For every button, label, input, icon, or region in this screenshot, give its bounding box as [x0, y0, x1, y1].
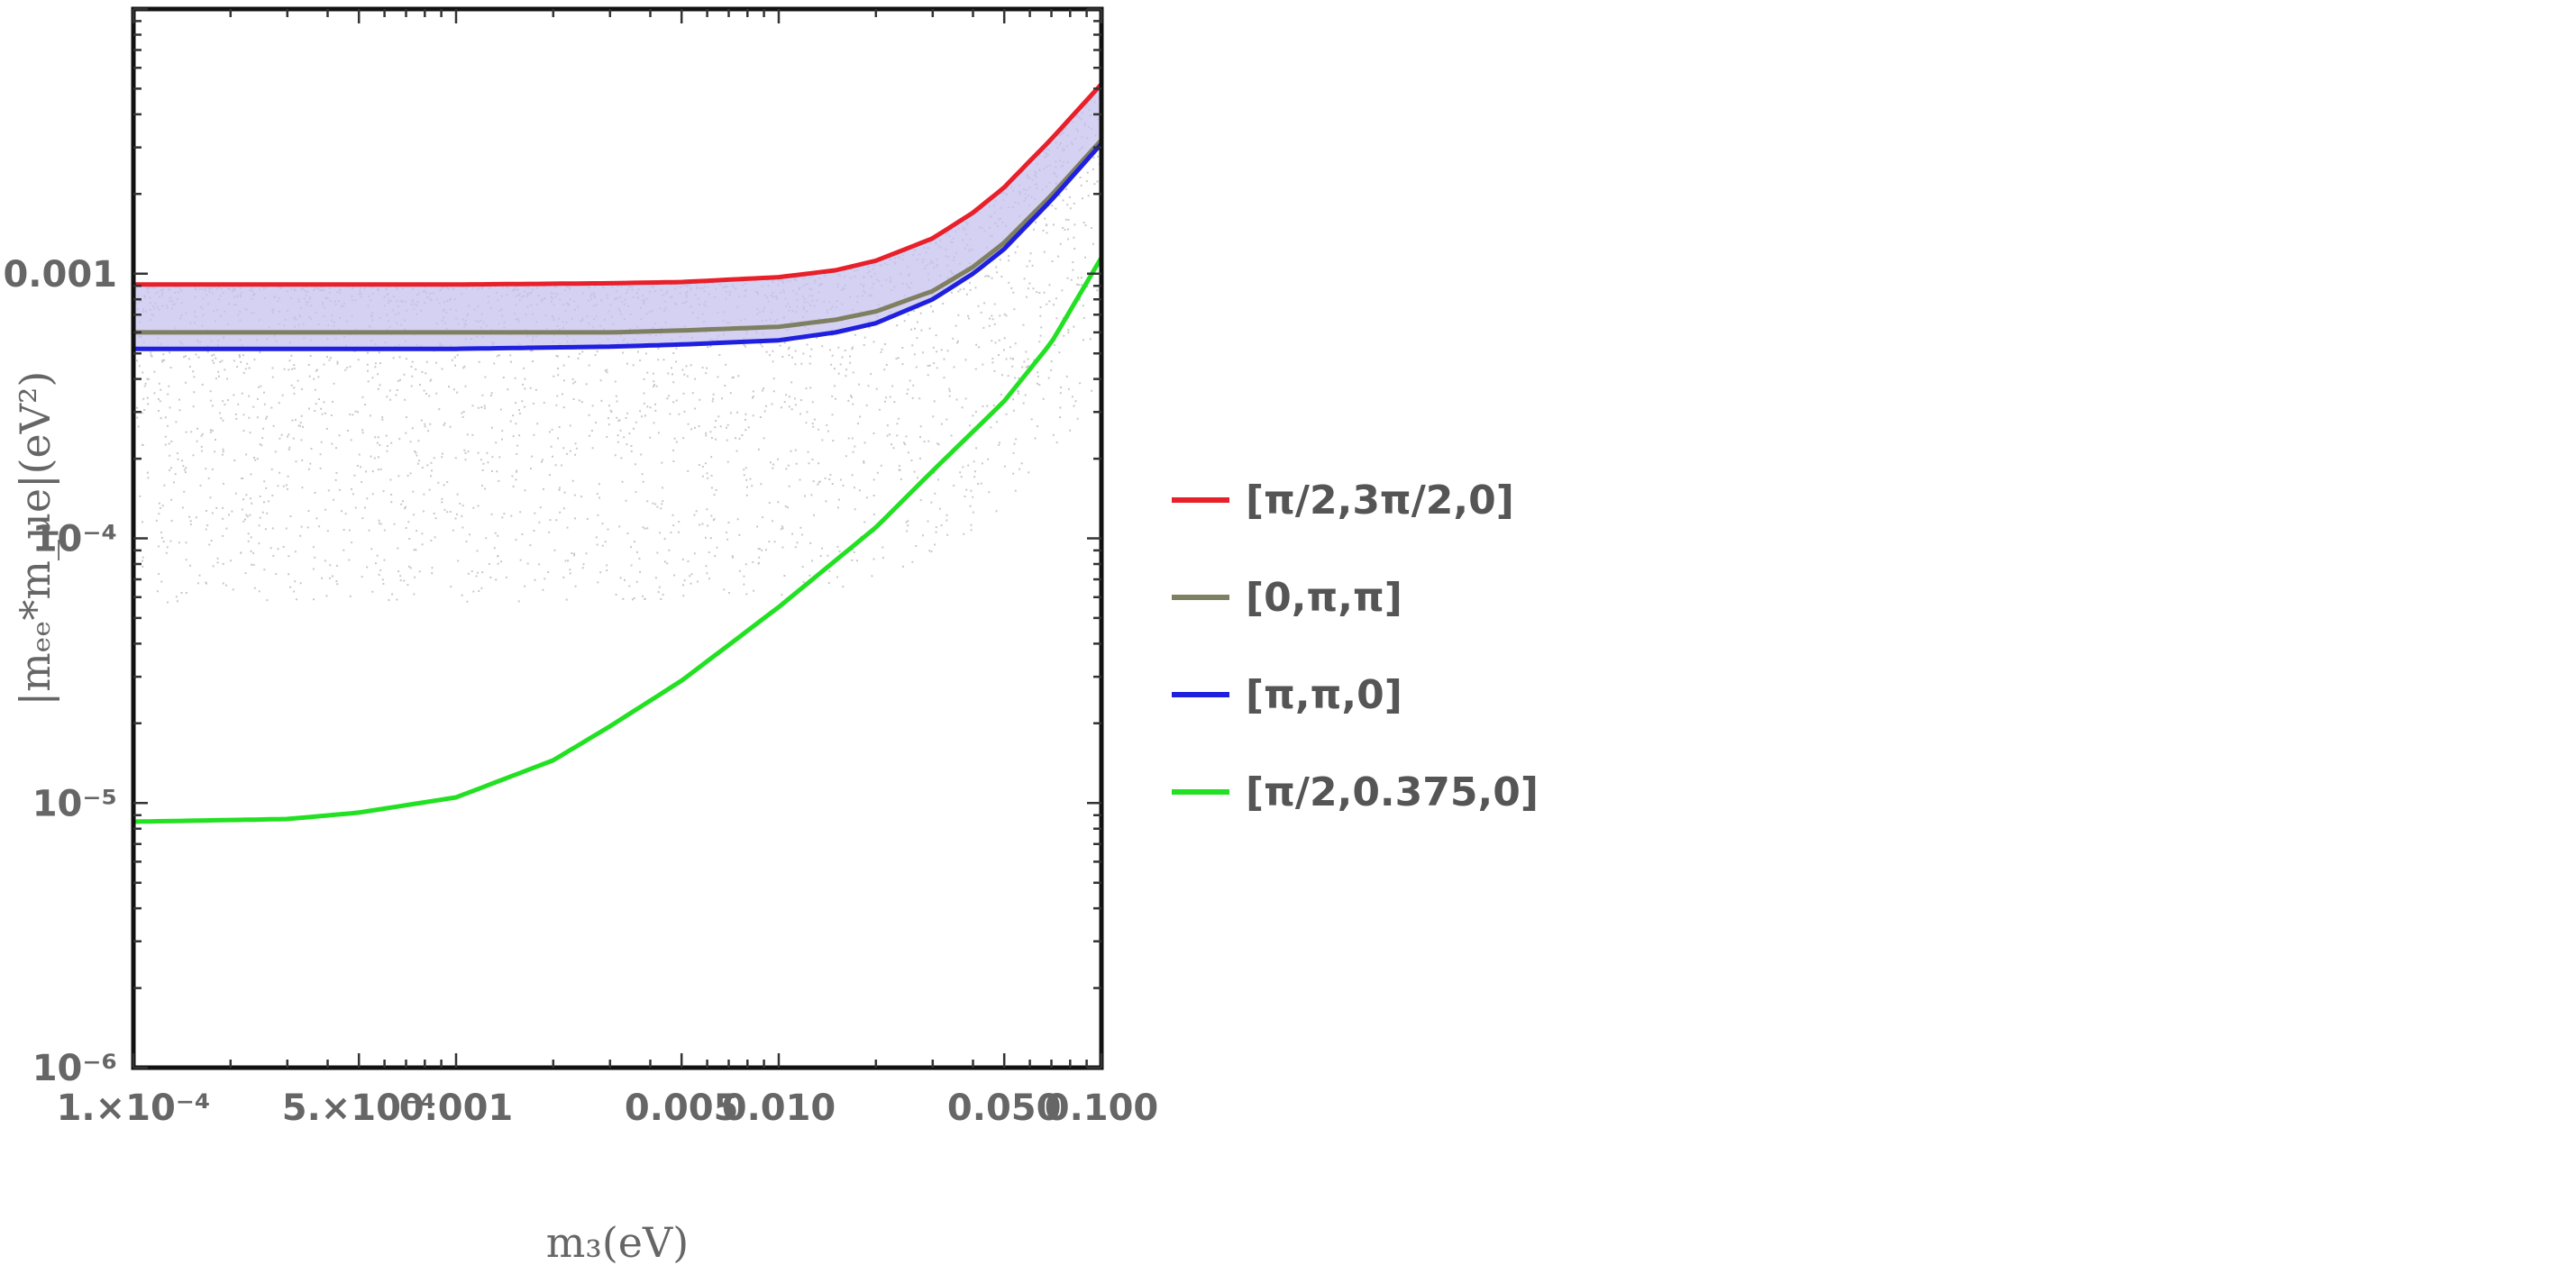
- y-axis-label: |mₑₑ*m_μe|(eV²): [11, 371, 59, 706]
- x-tick-label: 5.×10⁻⁴: [282, 1087, 436, 1129]
- legend-label-3: [π/2,0.375,0]: [1246, 769, 1539, 815]
- band-area: [133, 84, 1101, 350]
- y-tick-label: 10⁻⁶: [32, 1048, 117, 1089]
- y-tick-label: 10⁻⁵: [32, 783, 117, 824]
- axis-ticks: [132, 7, 1103, 1069]
- legend-label-2: [π,π,0]: [1246, 672, 1402, 718]
- allowed-band: [133, 84, 1101, 350]
- series-line-0: [133, 82, 1103, 287]
- legend: [π/2,3π/2,0] [0,π,π] [π,π,0] [π/2,0.375,0]: [1172, 478, 1539, 815]
- x-tick-label: 0.001: [399, 1087, 514, 1129]
- x-axis-label: m₃(eV): [546, 1218, 689, 1267]
- legend-label-0: [π/2,3π/2,0]: [1246, 478, 1514, 523]
- series-line-2: [133, 141, 1103, 351]
- tick-marks: [132, 7, 1103, 1069]
- legend-label-1: [0,π,π]: [1246, 575, 1402, 621]
- series-line-3: [132, 256, 1104, 824]
- series-lines: [132, 82, 1104, 824]
- x-tick-label: 0.010: [722, 1087, 836, 1129]
- y-tick-label: 0.001: [3, 254, 117, 296]
- x-tick-label: 0.050: [947, 1087, 1062, 1129]
- series-line-1: [133, 138, 1103, 335]
- x-tick-label: 1.×10⁻⁴: [57, 1087, 211, 1129]
- y-tick-label: 10⁻⁴: [32, 519, 117, 560]
- y-tick-labels: 10⁻⁶ 10⁻⁵ 10⁻⁴ 0.001: [3, 254, 117, 1089]
- plot-frame: [131, 6, 1104, 1070]
- x-tick-label: 0.100: [1045, 1087, 1159, 1129]
- x-tick-label: 0.005: [625, 1087, 739, 1129]
